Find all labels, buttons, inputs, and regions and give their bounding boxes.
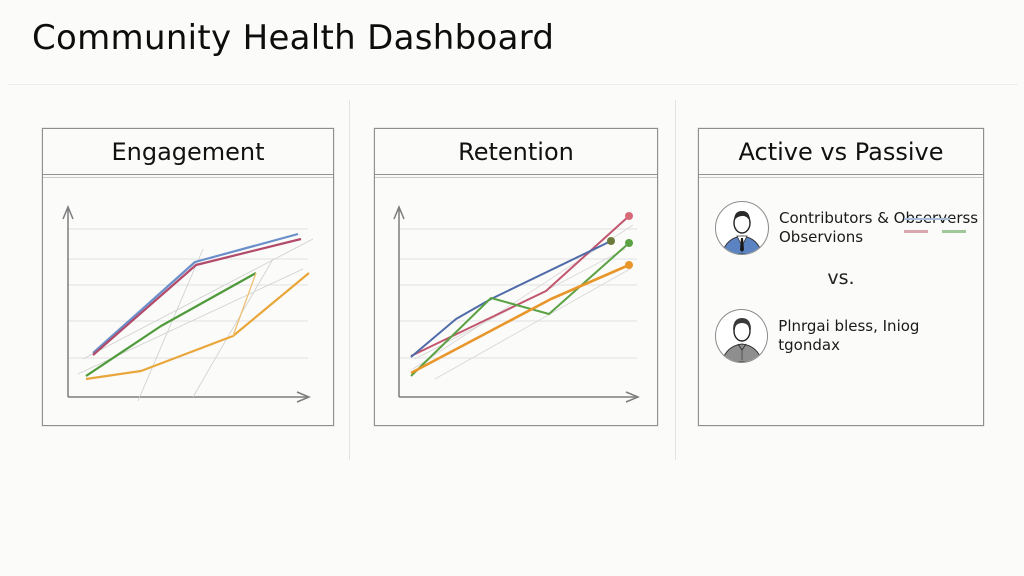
page-title: Community Health Dashboard: [32, 18, 555, 58]
gridlines: [68, 228, 308, 359]
series-orange: [410, 263, 630, 375]
active-description: Contributors & Observerss Observions: [779, 209, 978, 247]
person-sweater-icon: [715, 309, 769, 363]
series-red: [92, 237, 302, 356]
axes: [393, 205, 640, 403]
legend-swatch-blue: [904, 218, 950, 220]
retention-chart: [393, 205, 640, 403]
axes: [62, 205, 311, 403]
active-label-line1: Contributors & Observerss: [779, 209, 979, 227]
series-green: [410, 242, 630, 377]
header-divider: [375, 177, 657, 178]
engagement-chart: [62, 205, 314, 403]
engagement-title: Engagement: [43, 129, 333, 175]
sketch-strokes: [77, 238, 314, 402]
sketch-divider-2: [675, 100, 676, 460]
series-lines: [85, 232, 310, 381]
passive-description: Plnrgai bless, Iniog tgondax: [778, 317, 983, 355]
gridlines: [399, 228, 637, 359]
series-red: [410, 215, 630, 357]
series-blue: [410, 240, 612, 358]
header-divider: [43, 177, 333, 178]
series-markers: [607, 212, 633, 269]
active-vs-passive-title: Active vs Passive: [699, 129, 983, 175]
engagement-panel: Engagement: [42, 128, 334, 426]
legend-swatch-green: [942, 230, 966, 233]
header-divider: [699, 177, 983, 178]
active-row: Contributors & Observerss Observions: [715, 201, 978, 255]
series-green: [85, 272, 257, 377]
passive-row: Plnrgai bless, Iniog tgondax: [715, 309, 983, 363]
series-blue: [92, 232, 299, 354]
retention-title: Retention: [375, 129, 657, 175]
sketch-hline-top: [8, 84, 1018, 85]
series-orange-spike: [232, 272, 257, 337]
active-label-line2: Observions: [779, 228, 864, 246]
retention-panel: Retention: [374, 128, 658, 426]
passive-label-line1: Plnrgai bless, Iniog tgondax: [778, 317, 920, 354]
legend-swatch-red: [904, 230, 928, 233]
series-orange: [85, 272, 310, 381]
sketch-divider-1: [349, 100, 350, 460]
person-suit-tie-icon: [715, 201, 769, 255]
active-vs-passive-panel: Active vs Passive Contributors & Observe…: [698, 128, 984, 426]
series-lines: [410, 215, 630, 377]
vs-label: vs.: [827, 267, 855, 289]
